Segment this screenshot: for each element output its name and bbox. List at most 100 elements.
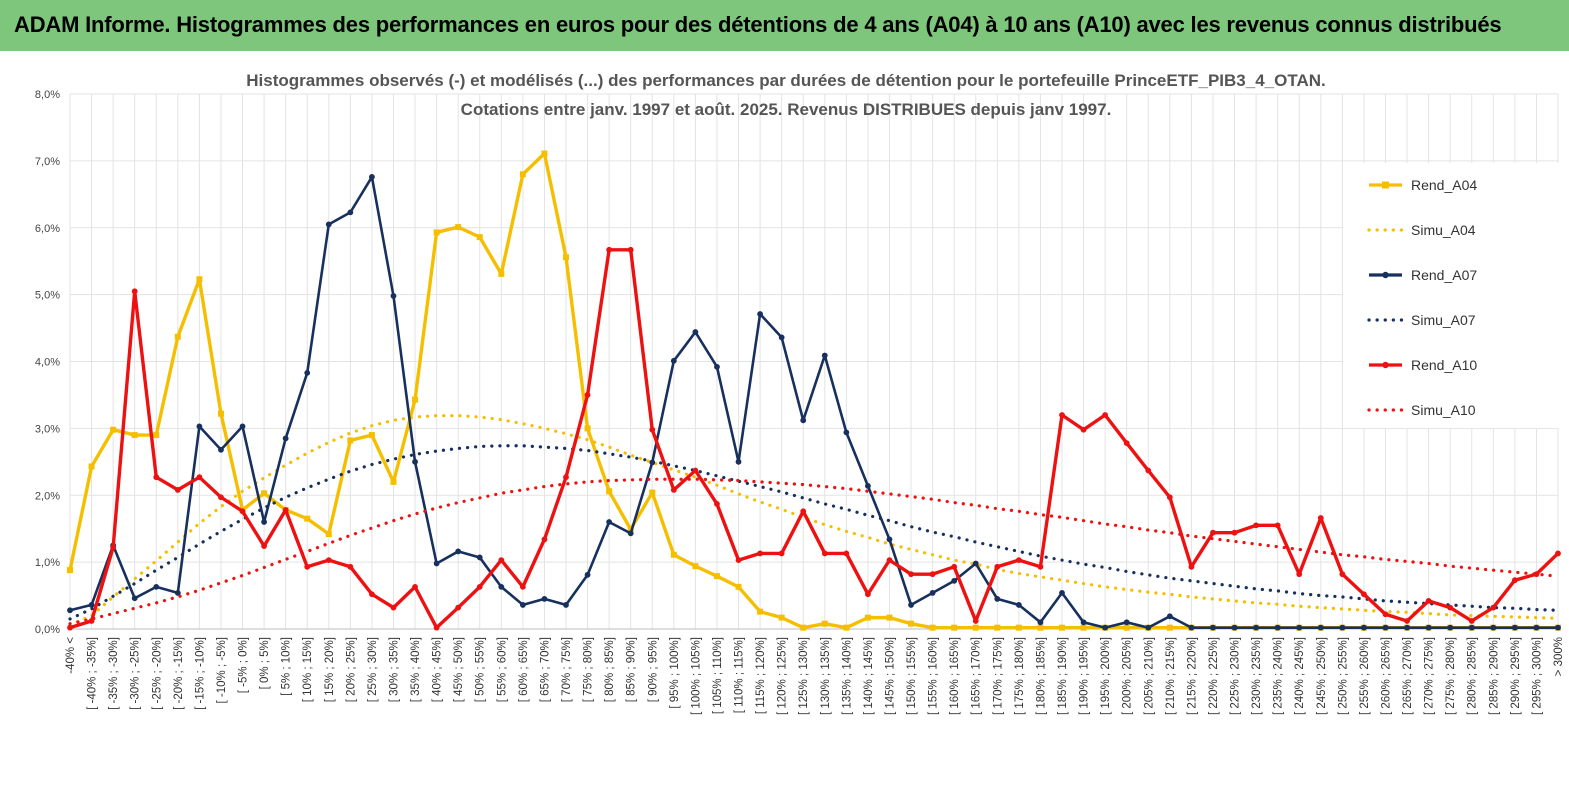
data-point-rend-a04 [843,624,850,631]
data-point-rend-a04 [1123,624,1130,631]
data-point-rend-a10 [1210,529,1216,536]
x-tick-label: [ 20% ; 25%] [345,637,357,702]
legend-label: Simu_A10 [1411,402,1476,418]
y-tick-label: 0,0% [35,624,60,636]
data-point-rend-a07 [1404,624,1410,631]
data-point-rend-a07 [627,530,634,537]
data-point-rend-a07 [1533,624,1540,631]
data-point-rend-a10 [886,557,893,564]
x-tick-label: [ 255% ; 260%] [1359,637,1371,715]
x-tick-label: [ 35% ; 40%] [410,637,422,702]
data-point-rend-a10 [476,583,483,590]
legend-item-simu-a04[interactable]: Simu_A04 [1367,222,1476,238]
x-tick-label: [ 60% ; 65%] [518,637,530,702]
data-point-rend-a10 [649,426,656,433]
x-tick-label: [ 265% ; 270%] [1402,637,1414,715]
legend-label: Rend_A10 [1411,357,1477,373]
x-tick-label: [ 170% ; 175%] [992,637,1004,715]
data-point-rend-a10 [412,583,418,590]
x-tick-label: [ 150% ; 155%] [906,637,918,715]
data-point-rend-a04 [563,254,569,261]
data-point-rend-a10 [369,591,375,598]
data-point-rend-a10 [692,467,699,474]
data-point-rend-a07 [519,602,526,608]
data-point-rend-a10 [1080,426,1087,433]
data-point-rend-a04 [67,567,73,574]
x-tick-label: -40% < [65,637,77,674]
data-point-rend-a10 [1382,611,1389,618]
x-tick-label: [ 40% ; 45%] [432,637,444,702]
legend-item-simu-a07[interactable]: Simu_A07 [1367,312,1476,328]
series-line-simu-a07 [68,444,1560,621]
data-point-rend-a07 [1511,624,1518,631]
data-point-rend-a04 [304,515,311,522]
legend-background [1343,163,1561,428]
data-point-rend-a04 [541,150,548,157]
data-point-rend-a04 [1037,624,1044,631]
data-point-rend-a07 [174,589,181,596]
legend-item-rend-a07[interactable]: Rend_A07 [1369,267,1477,283]
data-point-rend-a10 [757,550,763,557]
data-point-rend-a04 [606,488,613,495]
data-point-rend-a10 [1253,522,1259,529]
x-tick-label: [ 95% ; 100%] [669,637,681,709]
data-point-rend-a07 [1123,619,1130,626]
data-point-rend-a10 [110,544,117,551]
x-tick-label: [ -30% ; -25%] [130,637,142,710]
data-point-rend-a07 [1339,624,1346,631]
legend[interactable]: Rend_A04 Simu_A04 Rend_A07 Simu_A07 Rend_A10… [1367,177,1477,418]
x-tick-label: [ 230% ; 235%] [1251,637,1263,715]
x-tick-label: [ -10% ; -5%] [216,637,228,703]
data-point-rend-a10 [1468,618,1475,624]
x-tick-label: [ 180% ; 185%] [1035,637,1047,715]
legend-item-rend-a10[interactable]: Rend_A10 [1369,357,1477,373]
data-point-rend-a07 [1231,624,1238,631]
x-tick-label: [ 45% ; 50%] [453,637,465,702]
x-tick-label: [ 105% ; 110%] [712,637,724,714]
x-tick-label: [ 110% ; 115%] [734,637,746,713]
data-point-rend-a04 [886,614,893,621]
data-point-rend-a04 [670,551,677,558]
data-point-rend-a07 [498,583,505,590]
x-tick-label: [ 290% ; 295%] [1510,637,1522,715]
data-point-rend-a04 [757,608,764,615]
y-axis: 0,0% 1,0% 2,0% 3,0% 4,0% 5,0% 6,0% 7,0% 8,0% [35,89,60,636]
x-tick-label: [ 135% ; 140%] [841,637,853,715]
x-tick-label: [ 130% ; 135%] [820,637,832,715]
data-point-rend-a10 [563,474,569,481]
data-point-rend-a07 [1253,624,1259,631]
data-point-rend-a10 [1102,412,1109,418]
data-point-rend-a10 [1447,604,1454,611]
data-point-rend-a10 [498,557,505,564]
data-point-rend-a04 [1015,624,1022,631]
y-tick-label: 5,0% [35,290,60,302]
chart-title-line-2: Cotations entre janv. 1997 et août. 2025… [461,100,1112,119]
data-point-rend-a10 [606,246,613,253]
data-point-rend-a07 [778,334,785,341]
legend-item-simu-a10[interactable]: Simu_A10 [1367,402,1476,418]
data-point-rend-a10 [584,392,591,398]
data-point-rend-a07 [714,363,720,370]
data-point-rend-a10 [174,487,181,493]
data-point-rend-a04 [110,426,117,433]
data-point-rend-a04 [994,624,1001,631]
x-tick-label: [ 250% ; 255%] [1337,637,1349,715]
x-tick-label: [ 145% ; 150%] [884,637,896,715]
data-point-rend-a10 [390,604,397,611]
data-point-rend-a04 [217,410,224,417]
data-point-rend-a07 [67,607,73,614]
data-point-rend-a04 [951,624,958,631]
legend-item-rend-a04[interactable]: Rend_A04 [1369,177,1477,193]
data-point-rend-a10 [153,474,160,481]
data-point-rend-a07 [1188,624,1195,631]
data-point-rend-a04 [649,489,656,496]
data-point-rend-a10 [908,571,914,578]
x-tick-label: [ 85% ; 90%] [626,637,638,702]
x-tick-label: [ 185% ; 190%] [1057,637,1069,715]
data-point-rend-a04 [1080,624,1087,631]
data-point-rend-a04 [713,573,720,580]
x-tick-label: [ -5% ; 0%] [238,637,250,693]
data-point-rend-a04 [800,624,807,631]
data-point-rend-a10 [1166,494,1173,501]
data-point-rend-a04 [864,614,871,621]
